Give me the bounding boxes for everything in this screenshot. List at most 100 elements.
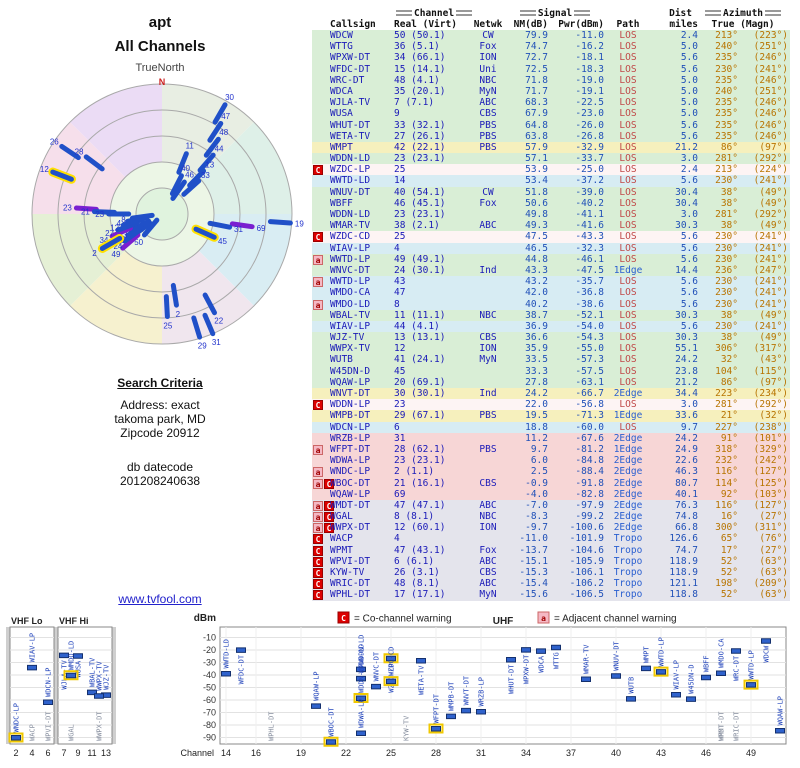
station-label: WUSA (75, 660, 83, 678)
nm-cell: -11.0 (519, 533, 548, 545)
pwr-cell: -16.2 (575, 41, 604, 53)
table-row: a WFPT-DT 28 (62.1) PBS 9.7 -81.2 1Edge 24.9 318… (312, 443, 790, 456)
station-label-offscale: WPHL-DT (268, 711, 276, 741)
dbm-tick-label: -40 (203, 670, 216, 680)
azimuth-true-cell: 38° (720, 197, 738, 209)
path-cell: LOS (619, 108, 637, 120)
radar-channel-label: 27 (105, 229, 114, 238)
pwr-cell: -54.3 (575, 332, 604, 344)
svg-text:C: C (341, 614, 346, 623)
dbm-tick-label: -90 (203, 733, 216, 743)
co-channel-legend-swatch (337, 611, 350, 624)
co-channel-badge: C (313, 400, 323, 411)
warning-badges (312, 354, 330, 365)
miles-cell: 30.3 (675, 332, 698, 344)
network-cell (470, 209, 506, 220)
network-cell: PBS (479, 443, 497, 455)
azimuth-true-cell: 230° (715, 175, 738, 187)
path-cell: 1Edge (613, 443, 643, 455)
pwr-cell: -22.5 (575, 97, 604, 109)
miles-cell: 9.7 (680, 421, 698, 433)
miles-cell: 14.4 (675, 264, 698, 276)
network-cell (470, 366, 506, 377)
station-signal-bar (356, 730, 366, 736)
adjacent-channel-badge: a (313, 467, 323, 478)
pwr-cell: -82.8 (575, 488, 604, 500)
radar-channel-label: 8 (121, 215, 126, 224)
table-row: WMPB-DT 29 (67.1) PBS 19.5 -71.3 1Edge 33.6 21°… (312, 410, 790, 422)
warning-badges (312, 175, 330, 186)
channel-cell: 25 (394, 231, 406, 243)
pwr-cell: -67.6 (575, 432, 604, 444)
station-table: Channel Signal Dist Azimuth Callsign Rea… (312, 8, 790, 601)
network-cell: MyN (479, 589, 497, 601)
path-cell: LOS (619, 63, 637, 75)
azimuth-true-cell: 306° (715, 343, 738, 355)
miles-cell: 118.9 (669, 555, 698, 567)
nm-cell: 64.8 (525, 119, 548, 131)
azimuth-true-cell: 116° (715, 466, 738, 478)
azimuth-magn-cell: (241°) (753, 276, 788, 288)
callsign-cell: WNVT-DT (330, 388, 371, 399)
miles-cell: 5.6 (680, 253, 698, 265)
pwr-cell: -35.7 (575, 276, 604, 288)
pwr-cell: -11.0 (575, 30, 604, 41)
station-label: WWTD-LD (223, 639, 231, 669)
svg-text:a: a (541, 614, 546, 623)
warning-badges: C (312, 589, 330, 601)
dbm-tick-label: -50 (203, 683, 216, 693)
callsign-cell: WMDO-LD (330, 298, 371, 310)
table-row: WTTG 36 (5.1) Fox 74.7 -16.2 LOS 5.0 240° (251°) (312, 41, 790, 53)
radar-channel-label: 19 (295, 220, 304, 229)
station-label: WPXW-DT (523, 654, 531, 684)
callsign-cell: WDDN-LD (330, 209, 371, 220)
station-signal-bar (59, 652, 69, 659)
station-signal-bar (775, 728, 785, 734)
station-label: WWTD-LP (748, 650, 756, 680)
station-label-offscale: WRIC-DT (733, 711, 741, 741)
table-row: WQAW-LP 20 (69.1) 27.8 -63.1 LOS 21.2 86° (97°) (312, 376, 790, 388)
azimuth-magn-cell: (246°) (753, 74, 788, 86)
warning-badges: a (312, 444, 330, 455)
table-row: WDDN-LD 23 (23.1) 57.1 -33.7 LOS 3.0 281° (292°… (312, 153, 790, 165)
channel-cell: 2 (1.1) (394, 466, 435, 478)
callsign-cell: WMPB-DT (330, 410, 371, 422)
nm-cell: 72.5 (525, 63, 548, 75)
channel-tick-label: 28 (431, 748, 441, 758)
network-cell: MyN (479, 354, 497, 366)
station-signal-bar (536, 648, 546, 654)
station-label: WMDO-LD (68, 641, 76, 671)
co-channel-badge: C (313, 590, 323, 601)
channel-tick-label: 14 (221, 748, 231, 758)
tvfool-link[interactable]: www.tvfool.com (118, 592, 202, 606)
table-body: WDCW 50 (50.1) CW 79.9 -11.0 LOS 2.4 213° (223°)… (312, 30, 790, 601)
nm-cell: 50.6 (525, 197, 548, 209)
network-cell (470, 399, 506, 410)
dist-group-header: Dist (669, 8, 692, 19)
channel-cell: 6 (6.1) (394, 555, 435, 567)
report-title: apt (148, 14, 172, 31)
channel-tick-label: 34 (521, 748, 531, 758)
network-cell: NBC (479, 74, 497, 86)
table-row: WDCN-LP 6 18.8 -60.0 LOS 9.7 227° (238°) (312, 421, 790, 433)
azimuth-true-cell: 232° (715, 455, 738, 467)
pwr-cell: -60.0 (575, 421, 604, 433)
radar-channel-label: 23 (63, 203, 72, 212)
azimuth-true-cell: 86° (720, 376, 738, 388)
adjacent-channel-badge: a (313, 277, 323, 288)
callsign-cell: WFDC-DT (330, 63, 371, 75)
channel-tick-label: 9 (75, 748, 80, 758)
table-row: a WMDO-LD 8 40.2 -38.6 LOS 5.6 230° (241°) (312, 298, 790, 310)
nm-cell: 53.4 (525, 175, 548, 187)
channel-tick-label: 31 (476, 748, 486, 758)
azimuth-true-cell: 230° (715, 298, 738, 310)
path-cell: Tropo (613, 555, 643, 567)
pwr-cell: -25.0 (575, 164, 604, 176)
table-row: WIAV-LP 44 (4.1) 36.9 -54.0 LOS 5.6 230° (241°) (312, 320, 790, 333)
true-magn-header: True (Magn) (711, 19, 775, 30)
network-cell (470, 533, 506, 544)
pwr-cell: -106.2 (569, 578, 604, 590)
callsign-cell: WPMT (330, 544, 353, 556)
pwr-cell: -88.4 (575, 466, 604, 478)
